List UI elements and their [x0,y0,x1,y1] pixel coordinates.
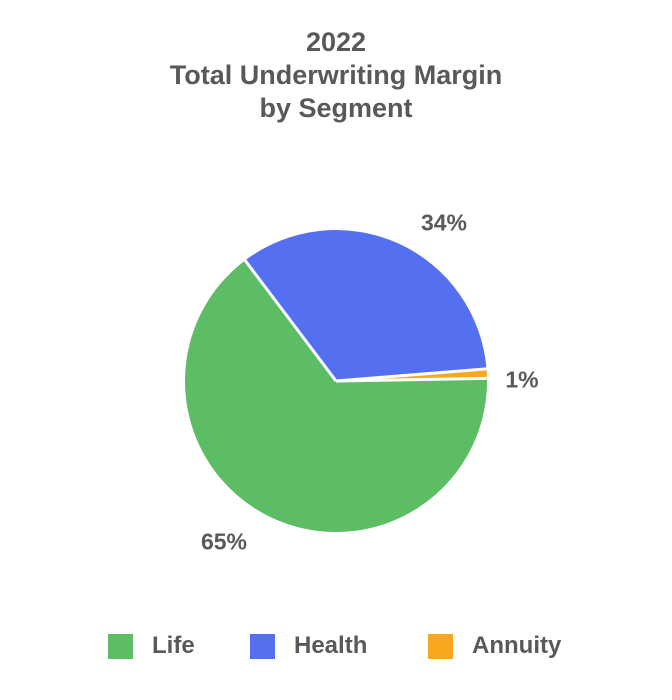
legend-item-annuity: Annuity [428,633,561,659]
legend-item-life: Life [108,633,195,659]
chart-title-line-2: Total Underwriting Margin [169,60,503,90]
chart-title-line-1: 2022 [305,27,367,57]
legend-label-life: Life [152,632,195,659]
legend-swatch-annuity [428,633,453,659]
pie-slice-life [185,260,488,533]
legend-swatch-life [108,633,133,659]
legend-label-annuity: Annuity [472,632,562,659]
slice-label-life: 65% [200,528,248,555]
legend: Life Health Annuity [0,633,672,659]
chart-title: 2022 Total Underwriting Margin by Segmen… [0,26,672,125]
slice-separator [335,376,488,383]
slice-separator [243,259,338,382]
slice-label-health: 34% [420,209,468,236]
legend-label-health: Health [294,632,368,659]
legend-swatch-health [250,633,275,659]
chart-title-line-3: by Segment [259,93,413,123]
pie-slice-health [245,230,487,381]
slice-label-annuity: 1% [505,366,539,393]
legend-item-health: Health [250,633,367,659]
slice-separator [335,367,487,383]
